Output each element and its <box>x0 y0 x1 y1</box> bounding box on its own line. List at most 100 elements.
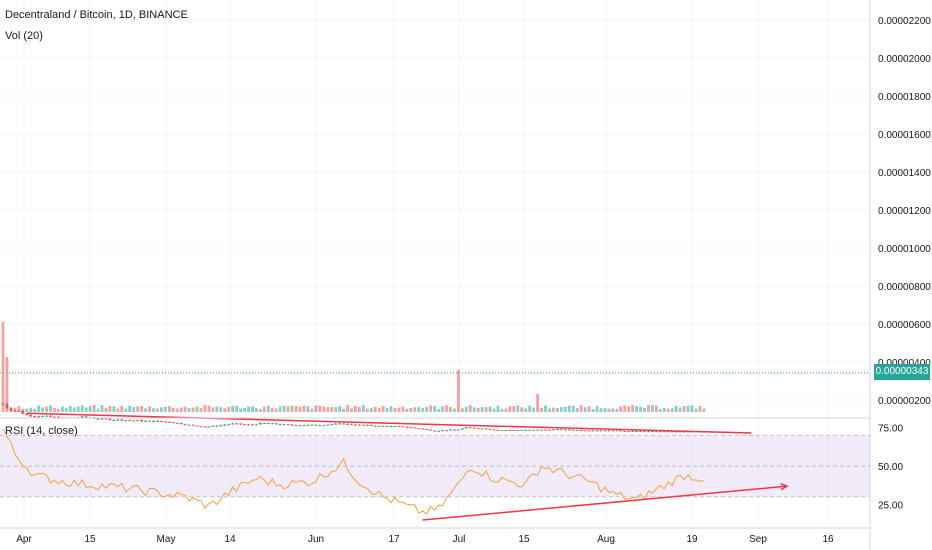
candle-body <box>207 426 211 428</box>
candle-body <box>211 425 215 427</box>
candle-body <box>243 424 246 426</box>
volume-bar <box>104 407 108 412</box>
candle-body <box>104 418 108 420</box>
candle-body <box>631 431 635 433</box>
volume-bar <box>504 408 508 412</box>
candle-body <box>124 420 128 422</box>
volume-bar <box>397 407 401 412</box>
candle-body <box>583 430 587 432</box>
volume-bar <box>563 406 567 412</box>
volume-bar <box>437 408 440 412</box>
candle-body <box>563 429 567 431</box>
volume-bar <box>635 406 638 412</box>
volume-bar <box>231 405 235 412</box>
volume-bar <box>409 407 413 412</box>
price-tick-label: 0.00002000 <box>878 54 931 65</box>
candle-body <box>314 424 318 426</box>
volume-bar <box>520 407 524 412</box>
volume-bar <box>595 405 599 412</box>
price-tick-label: 0.00001400 <box>878 168 931 179</box>
volume-bar <box>148 406 151 412</box>
rsi-legend: RSI (14, close) <box>5 425 78 437</box>
candle-body <box>17 410 21 412</box>
volume-bar <box>468 405 472 412</box>
volume-bar <box>207 405 211 412</box>
volume-bar <box>338 406 341 412</box>
volume-bar <box>413 407 417 412</box>
volume-bar <box>350 408 353 412</box>
candle-body <box>120 419 124 421</box>
volume-bar <box>599 408 603 412</box>
volume-bar <box>282 405 286 412</box>
volume-bar <box>92 405 96 412</box>
time-tick-label: Aug <box>597 534 615 545</box>
price-tick-label: 0.00001800 <box>878 92 931 103</box>
rsi-trendline <box>422 485 788 521</box>
candle-body <box>433 430 437 432</box>
candle-body <box>274 423 278 425</box>
volume-bar <box>579 405 583 412</box>
candle-body <box>662 431 666 433</box>
volume-bar <box>53 408 56 412</box>
candle-body <box>552 429 555 431</box>
candle-body <box>504 429 508 431</box>
price-tick-label: 0.00000800 <box>878 282 931 293</box>
volume-bar <box>536 394 539 412</box>
candle-body <box>235 423 239 425</box>
volume-bar <box>140 406 143 412</box>
volume-bar <box>167 405 171 412</box>
volume-bar <box>611 408 615 412</box>
time-tick-label: 17 <box>388 534 400 545</box>
candle-body <box>255 424 258 426</box>
volume-bar <box>441 406 444 412</box>
candle-body <box>619 430 623 432</box>
volume-bar <box>544 405 547 412</box>
candle-body <box>223 424 227 426</box>
volume-bar <box>326 407 330 412</box>
volume-bar <box>203 405 207 412</box>
candle-body <box>282 424 286 426</box>
candle-body <box>358 424 361 426</box>
volume-bar <box>631 405 635 412</box>
volume-bar <box>152 408 155 412</box>
candlesticks <box>1 402 706 433</box>
candle-body <box>381 425 385 427</box>
volume-bar <box>690 405 694 412</box>
volume-bar <box>619 406 623 412</box>
time-tick-label: Sep <box>749 534 767 545</box>
price-tick-label: 0.00001000 <box>878 244 931 255</box>
candle-body <box>437 430 440 432</box>
candle-body <box>623 430 627 432</box>
candle-body <box>183 424 187 426</box>
volume-bar <box>80 405 84 412</box>
candle-body <box>540 429 543 431</box>
volume-bar <box>698 406 702 412</box>
volume-bar <box>373 406 377 412</box>
volume-bar <box>100 405 104 412</box>
volume-bar <box>571 405 575 412</box>
volume-bar <box>524 408 528 412</box>
volume-bar <box>365 408 369 412</box>
candle-body <box>496 429 500 431</box>
candle-body <box>84 416 88 418</box>
volume-bar <box>68 406 72 412</box>
volume-bar <box>540 408 543 412</box>
volume-bar <box>266 405 270 412</box>
price-trendline <box>26 412 752 434</box>
rsi-line <box>2 428 705 515</box>
candle-body <box>227 424 231 426</box>
volume-bar <box>175 408 179 412</box>
volume-bar <box>702 408 706 412</box>
candle-body <box>655 431 658 433</box>
candle-body <box>294 424 298 426</box>
candle-body <box>219 425 223 427</box>
volume-bar <box>302 405 306 412</box>
volume-bar <box>199 408 203 412</box>
candle-body <box>678 431 682 433</box>
volume-bar <box>88 406 92 412</box>
candle-body <box>266 422 270 424</box>
candle-body <box>41 415 44 417</box>
volume-bar <box>41 407 44 412</box>
candle-body <box>365 424 369 426</box>
volume-bar <box>548 408 551 412</box>
